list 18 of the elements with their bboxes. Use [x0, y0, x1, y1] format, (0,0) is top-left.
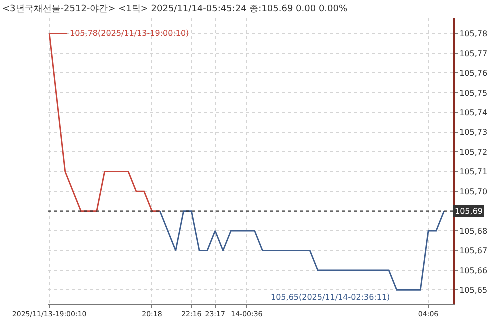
- y-tick-label: 105,65: [460, 286, 488, 295]
- y-tick-label: 105,74: [460, 108, 488, 118]
- line-series: [159, 210, 446, 291]
- y-tick-label: 105,68: [460, 226, 488, 236]
- y-tick-label: 105,72: [460, 148, 488, 157]
- y-tick-label: 105,67: [460, 246, 488, 256]
- y-tick-label: 105,76: [460, 69, 488, 78]
- y-tick-label: 105,70: [460, 187, 488, 196]
- annotation: 105,78(2025/11/13-19:00:10): [70, 29, 190, 38]
- y-tick-label: 105,66: [460, 266, 488, 276]
- y-tick-label: 105,71: [460, 168, 488, 177]
- ref-line-label: 105,69: [455, 207, 483, 216]
- y-tick-label: 105,75: [460, 88, 488, 98]
- chart-title: <3년국채선물-2512-야간> <1틱> 2025/11/14-05:45:24 종:105.69 0.00 0.00%: [2, 4, 348, 14]
- y-tick-label: 105,77: [460, 49, 488, 58]
- y-tick-label: 105,73: [460, 128, 488, 138]
- y-tick-label: 105,78: [460, 30, 488, 39]
- annotation: 105,65(2025/11/14-02:36:11): [271, 293, 390, 302]
